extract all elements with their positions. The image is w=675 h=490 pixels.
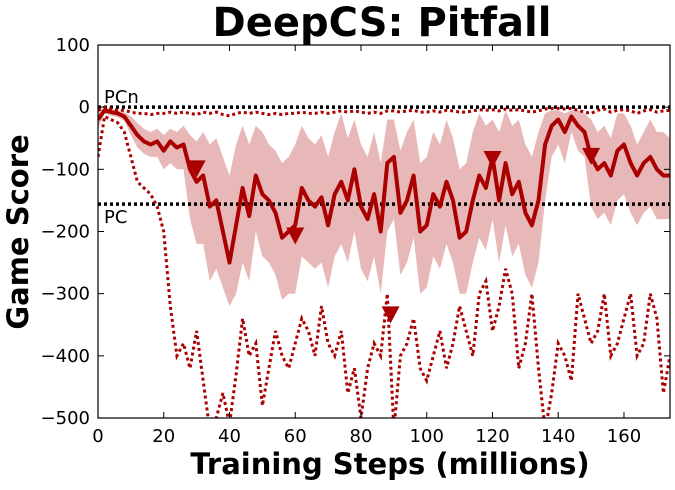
x-tick-label: 20 — [152, 426, 175, 447]
y-tick-label: 100 — [56, 35, 90, 56]
x-axis-label: Training Steps (millions) — [190, 447, 589, 481]
x-tick-label: 120 — [475, 426, 509, 447]
plot-area — [98, 105, 670, 418]
series-min — [98, 114, 670, 418]
axis-ticks: PCn PC 0 20 40 60 80 100 120 140 160 100 0 −100 −200 −3… — [41, 35, 670, 447]
reference-label-pc: PC — [104, 207, 127, 228]
y-tick-label: −500 — [41, 408, 90, 429]
marker-3 — [483, 151, 502, 169]
x-tick-label: 160 — [607, 426, 641, 447]
y-tick-label: −100 — [41, 159, 90, 180]
y-tick-label: 0 — [79, 97, 90, 118]
y-tick-label: −300 — [41, 284, 90, 305]
marker-0 — [187, 160, 206, 178]
x-tick-label: 140 — [541, 426, 575, 447]
y-axis-label: Game Score — [1, 134, 35, 329]
y-tick-label: −400 — [41, 346, 90, 367]
x-tick-label: 100 — [410, 426, 444, 447]
x-tick-label: 0 — [92, 426, 103, 447]
series-mean — [98, 108, 670, 265]
x-tick-label: 80 — [350, 426, 373, 447]
y-tick-label: −200 — [41, 222, 90, 243]
marker-4 — [582, 147, 601, 165]
marker-2 — [381, 306, 400, 324]
reference-label-pcn: PCn — [104, 87, 139, 108]
x-tick-label: 60 — [284, 426, 307, 447]
x-tick-label: 40 — [218, 426, 241, 447]
chart-title: DeepCS: Pitfall — [213, 0, 552, 46]
marker-1 — [286, 227, 305, 245]
series-max — [98, 105, 670, 118]
